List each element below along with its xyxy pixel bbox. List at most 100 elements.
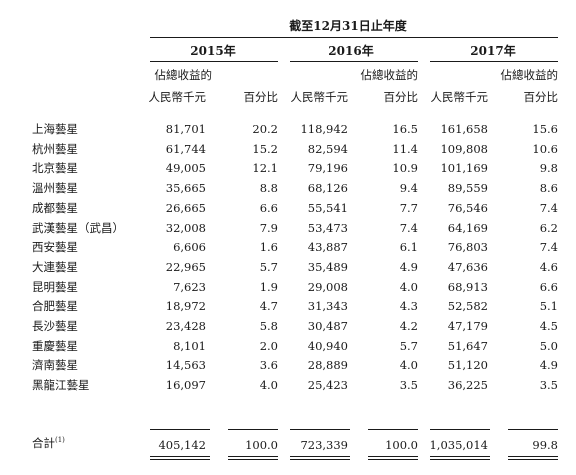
row-cell-v2017: 36,225 — [447, 378, 488, 392]
total-label-text: 合計 — [32, 435, 55, 450]
row-cell-v2016: 35,489 — [307, 260, 348, 274]
row-cell-p2016: 10.9 — [392, 161, 418, 175]
period-header: 截至12月31日止年度 — [289, 19, 407, 33]
row-cell-p2016: 9.4 — [399, 181, 418, 195]
row-cell-p2016: 16.5 — [392, 122, 418, 136]
row-cell-p2015: 6.6 — [259, 201, 278, 215]
amount-header-2017: 人民幣千元 — [430, 90, 489, 104]
row-cell-p2017: 5.0 — [539, 339, 558, 353]
row-cell-v2017: 51,120 — [447, 358, 488, 372]
row-cell-p2017: 15.6 — [532, 122, 558, 136]
row-cell-v2017: 76,546 — [447, 201, 488, 215]
total-2017-pct: 99.8 — [532, 438, 558, 452]
row-cell-v2016: 31,343 — [307, 299, 348, 313]
row-cell-p2017: 4.5 — [539, 319, 558, 333]
pct-header-2017-line2: 百分比 — [523, 90, 559, 104]
total-rule-top-2015-amt — [150, 429, 210, 430]
row-cell-p2016: 5.7 — [399, 339, 418, 353]
row-cell-v2015: 81,701 — [165, 122, 206, 136]
row-label: 合肥藝星 — [32, 299, 78, 313]
total-2015-pct: 100.0 — [245, 438, 278, 452]
total-2017-amount: 1,035,014 — [429, 438, 488, 452]
row-cell-v2017: 76,803 — [447, 240, 488, 254]
row-cell-p2017: 7.4 — [539, 240, 558, 254]
total-footnote: (1) — [55, 436, 65, 444]
row-label: 北京藝星 — [32, 161, 78, 175]
row-cell-p2016: 4.3 — [399, 299, 418, 313]
row-cell-v2016: 55,541 — [307, 201, 348, 215]
total-dbl-rule-a-2017-amt — [430, 456, 490, 457]
pct-header-2015-line1: 佔總收益的 — [154, 68, 213, 82]
row-cell-p2015: 8.8 — [259, 181, 278, 195]
row-cell-v2015: 6,606 — [173, 240, 206, 254]
row-cell-v2017: 51,647 — [447, 339, 488, 353]
row-cell-v2017: 101,169 — [440, 161, 488, 175]
row-cell-v2016: 30,487 — [307, 319, 348, 333]
row-cell-v2015: 35,665 — [165, 181, 206, 195]
row-label: 溫州藝星 — [32, 181, 78, 195]
row-cell-p2015: 20.2 — [252, 122, 278, 136]
row-cell-p2015: 5.8 — [259, 319, 278, 333]
row-cell-p2015: 5.7 — [259, 260, 278, 274]
row-cell-p2015: 2.0 — [259, 339, 278, 353]
amount-header-2016: 人民幣千元 — [290, 90, 349, 104]
row-cell-v2017: 64,169 — [447, 221, 488, 235]
row-cell-p2017: 9.8 — [539, 161, 558, 175]
row-cell-p2017: 7.4 — [539, 201, 558, 215]
row-cell-v2015: 49,005 — [165, 161, 206, 175]
period-header-rule — [150, 37, 558, 38]
year-2015-header: 2015年 — [190, 44, 236, 58]
total-label: 合計(1) — [32, 437, 65, 449]
row-cell-p2015: 4.0 — [259, 378, 278, 392]
row-cell-v2017: 68,913 — [447, 280, 488, 294]
row-cell-v2016: 79,196 — [307, 161, 348, 175]
row-cell-v2016: 40,940 — [307, 339, 348, 353]
row-label: 西安藝星 — [32, 240, 78, 254]
row-label: 濟南藝星 — [32, 358, 78, 372]
row-cell-v2017: 47,636 — [447, 260, 488, 274]
total-dbl-rule-a-2016-pct — [368, 456, 418, 457]
row-cell-v2015: 14,563 — [165, 358, 206, 372]
total-2016-amount: 723,339 — [300, 438, 348, 452]
row-cell-p2016: 4.0 — [399, 280, 418, 294]
row-cell-p2016: 7.4 — [399, 221, 418, 235]
pct-header-2015-line2: 百分比 — [243, 90, 279, 104]
row-cell-p2016: 6.1 — [399, 240, 418, 254]
total-dbl-rule-a-2016-amt — [290, 456, 350, 457]
row-cell-p2015: 1.9 — [259, 280, 278, 294]
row-cell-v2015: 22,965 — [165, 260, 206, 274]
row-cell-v2016: 53,473 — [307, 221, 348, 235]
total-dbl-rule-a-2015-pct — [228, 456, 278, 457]
row-cell-p2015: 1.6 — [259, 240, 278, 254]
amount-header-2015: 人民幣千元 — [148, 90, 207, 104]
row-cell-p2016: 7.7 — [399, 201, 418, 215]
row-cell-v2015: 7,623 — [173, 280, 206, 294]
row-cell-p2017: 10.6 — [532, 142, 558, 156]
row-cell-v2017: 47,179 — [447, 319, 488, 333]
total-2016-pct: 100.0 — [385, 438, 418, 452]
row-cell-p2015: 7.9 — [259, 221, 278, 235]
row-cell-p2017: 4.6 — [539, 260, 558, 274]
total-rule-top-2017-pct — [508, 429, 558, 430]
row-cell-v2015: 23,428 — [165, 319, 206, 333]
row-label: 重慶藝星 — [32, 339, 78, 353]
row-cell-v2017: 52,582 — [447, 299, 488, 313]
row-cell-v2016: 68,126 — [307, 181, 348, 195]
total-dbl-rule-b-2015-amt — [150, 459, 210, 460]
row-cell-p2016: 4.9 — [399, 260, 418, 274]
row-cell-v2015: 61,744 — [165, 142, 206, 156]
row-cell-v2015: 26,665 — [165, 201, 206, 215]
year-2016-rule — [290, 61, 418, 62]
row-cell-p2017: 6.6 — [539, 280, 558, 294]
row-cell-v2016: 43,887 — [307, 240, 348, 254]
row-cell-v2016: 28,889 — [307, 358, 348, 372]
total-rule-top-2016-pct — [368, 429, 418, 430]
total-dbl-rule-b-2016-amt — [290, 459, 350, 460]
year-2016-header: 2016年 — [328, 44, 374, 58]
total-dbl-rule-b-2016-pct — [368, 459, 418, 460]
row-cell-v2016: 118,942 — [300, 122, 348, 136]
row-cell-p2017: 3.5 — [539, 378, 558, 392]
row-cell-v2017: 161,658 — [440, 122, 488, 136]
total-dbl-rule-a-2017-pct — [508, 456, 558, 457]
